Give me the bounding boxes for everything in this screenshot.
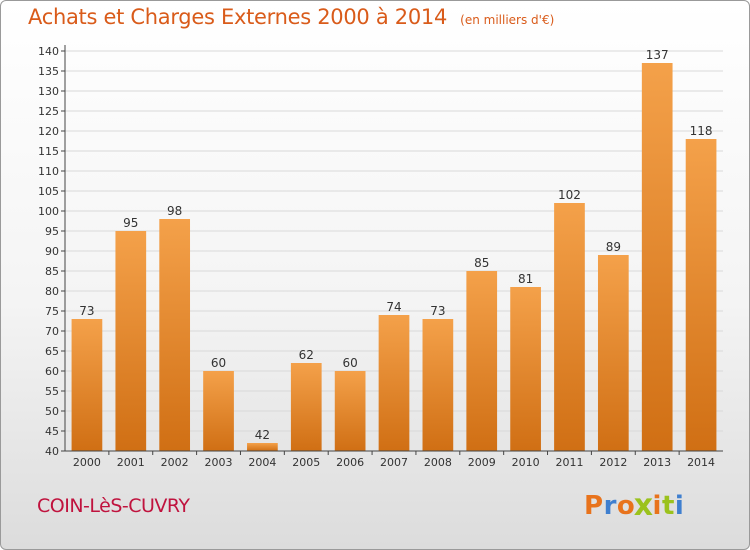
y-tick-label: 45: [45, 425, 59, 438]
y-axis-ticks: 40 45 50 55 60 65 70 75 80 85 90 95 100 105 110 115 120 1…: [38, 45, 65, 458]
bar-2000: [71, 319, 103, 451]
y-tick-label: 60: [45, 365, 59, 378]
bar-2013: [641, 63, 673, 451]
y-tick-label: 40: [45, 445, 59, 458]
x-tick-label: 2006: [336, 456, 364, 469]
x-tick-label: 2003: [205, 456, 233, 469]
axes: [64, 45, 723, 452]
y-tick-label: 130: [38, 85, 59, 98]
data-label: 73: [430, 304, 445, 318]
bar-2004: [247, 443, 278, 451]
x-tick-label: 2007: [380, 456, 408, 469]
data-label: 81: [518, 272, 533, 286]
bar-2011: [554, 203, 585, 451]
data-label: 42: [255, 428, 270, 442]
bar-2008: [422, 319, 454, 451]
y-tick-label: 85: [45, 265, 59, 278]
bars: 73 95 98 60 42 62 60 74 73 85 81 102 89 137 118: [71, 48, 717, 451]
data-label: 73: [79, 304, 94, 318]
y-tick-label: 100: [38, 205, 59, 218]
y-tick-label: 135: [38, 65, 59, 78]
data-label: 89: [606, 240, 621, 254]
data-label: 60: [342, 356, 357, 370]
data-label: 98: [167, 204, 182, 218]
data-label: 95: [123, 216, 138, 230]
y-tick-label: 80: [45, 285, 59, 298]
x-tick-label: 2004: [248, 456, 276, 469]
bar-2005: [290, 363, 322, 451]
chart-header: Achats et Charges Externes 2000 à 2014 (…: [28, 5, 554, 29]
x-tick-label: 2000: [73, 456, 101, 469]
x-tick-label: 2013: [643, 456, 671, 469]
y-tick-label: 115: [38, 145, 59, 158]
data-label: 62: [299, 348, 314, 362]
bar-2006: [334, 371, 366, 451]
logo-letter: i: [674, 491, 685, 521]
x-tick-label: 2002: [161, 456, 189, 469]
y-tick-label: 65: [45, 345, 59, 358]
chart-title: Achats et Charges Externes 2000 à 2014: [28, 5, 448, 29]
y-tick-label: 50: [45, 405, 59, 418]
x-tick-label: 2014: [687, 456, 715, 469]
data-label: 60: [211, 356, 226, 370]
bar-2009: [466, 271, 498, 451]
logo-letter: t: [661, 491, 675, 521]
x-tick-label: 2009: [468, 456, 496, 469]
logo-letter: r: [603, 491, 617, 521]
y-tick-label: 110: [38, 165, 59, 178]
logo-letter: i: [652, 491, 662, 521]
bar-2001: [115, 231, 147, 451]
bar-2007: [378, 315, 410, 451]
commune-name: COIN-LèS-CUVRY: [37, 495, 190, 517]
y-tick-label: 105: [38, 185, 59, 198]
bar-2012: [597, 255, 629, 451]
proxiti-logo[interactable]: Proxiti: [584, 488, 685, 524]
y-tick-label: 75: [45, 305, 59, 318]
data-label: 118: [690, 124, 713, 138]
logo-letter: o: [616, 491, 636, 521]
logo-letter: P: [584, 491, 604, 521]
data-label: 85: [474, 256, 489, 270]
x-tick-label: 2011: [555, 456, 583, 469]
y-tick-label: 120: [38, 125, 59, 138]
y-tick-label: 55: [45, 385, 59, 398]
x-tick-label: 2008: [424, 456, 452, 469]
x-tick-label: 2012: [599, 456, 627, 469]
y-tick-label: 95: [45, 225, 59, 238]
x-tick-label: 2001: [117, 456, 145, 469]
y-tick-label: 90: [45, 245, 59, 258]
y-tick-label: 125: [38, 105, 59, 118]
data-label: 74: [386, 300, 401, 314]
y-tick-label: 70: [45, 325, 59, 338]
data-label: 102: [558, 188, 581, 202]
x-tick-label: 2005: [292, 456, 320, 469]
bar-2014: [685, 139, 717, 451]
bar-2010: [510, 287, 541, 451]
chart-unit: (en milliers d'€): [460, 13, 555, 27]
y-tick-label: 140: [38, 45, 59, 58]
data-label: 137: [646, 48, 669, 62]
bar-2002: [159, 219, 191, 451]
bar-2003: [203, 371, 234, 451]
x-tick-label: 2010: [512, 456, 540, 469]
x-axis-ticks: 2000 2001 2002 2003 2004 2005 2006 2007 2008 2009…: [73, 451, 715, 469]
logo-letter: x: [633, 488, 654, 524]
